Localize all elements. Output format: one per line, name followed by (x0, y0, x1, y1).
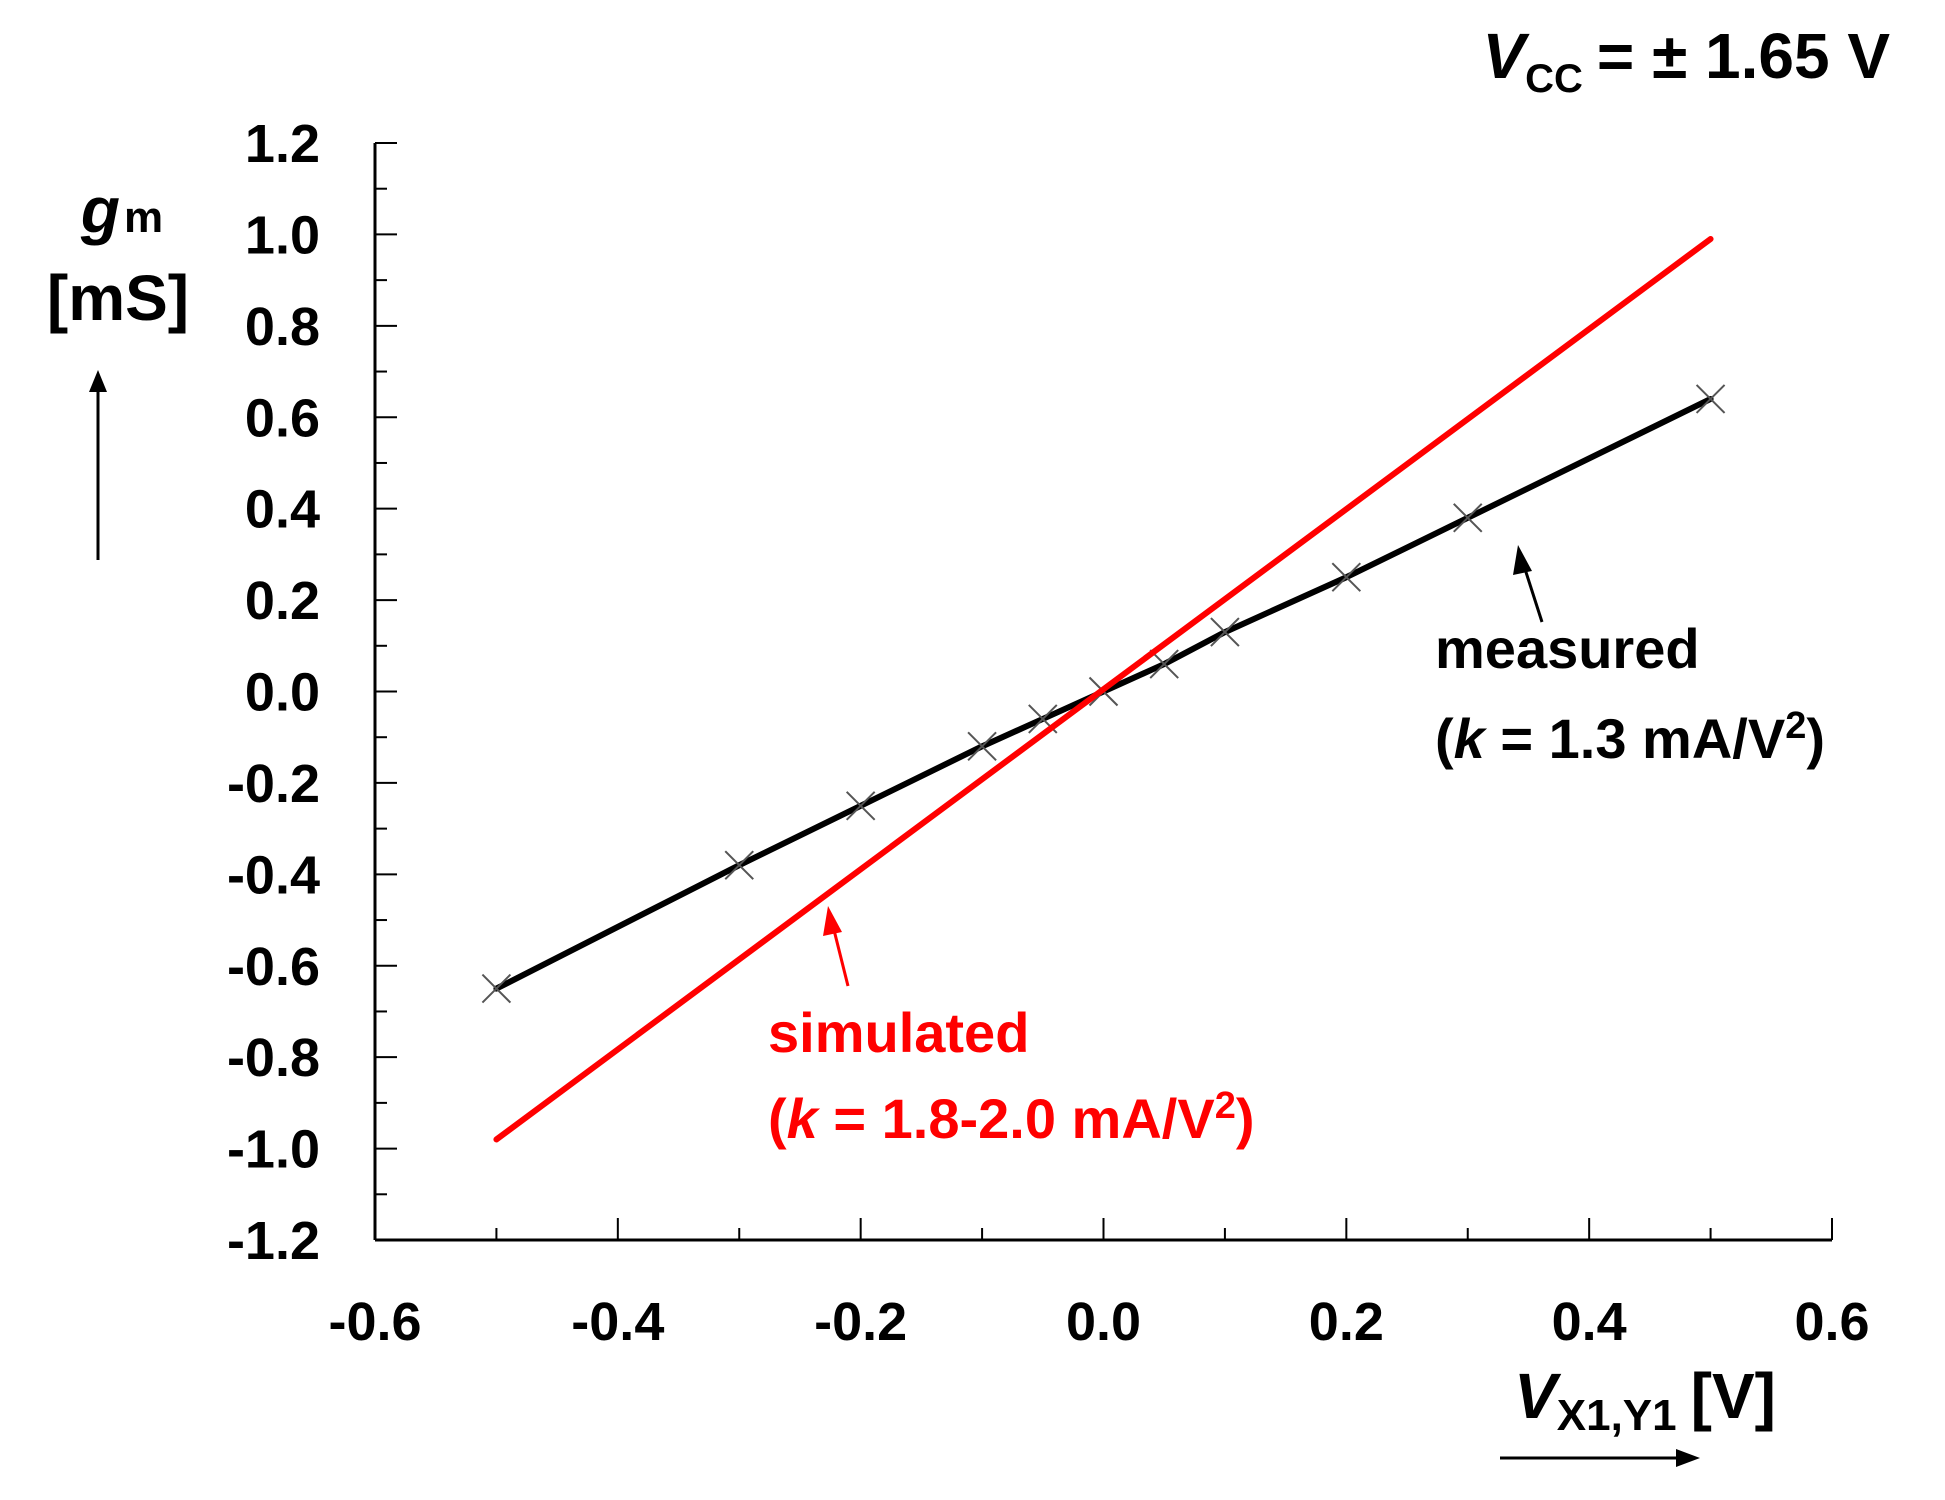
y-axis-unit: [mS] (47, 262, 189, 334)
y-tick-label: -0.2 (227, 754, 320, 814)
x-tick-label: -0.6 (328, 1292, 421, 1352)
x-tick-label: -0.4 (571, 1292, 664, 1352)
measured-point (1331, 562, 1362, 592)
point-x-stroke (1210, 617, 1240, 647)
ylabel-sub: m (124, 193, 163, 242)
measured-point (1453, 503, 1483, 533)
y-tick-label: -0.4 (227, 845, 320, 905)
measured-annotation: measured (k = 1.3 mA/V2) (1435, 545, 1825, 770)
title-main: V (1482, 20, 1530, 92)
measured-pointer-head (1513, 545, 1532, 575)
simulated-line (493, 235, 1714, 1143)
measured-line (493, 395, 1714, 992)
measured-point (1210, 617, 1240, 647)
y-tick-label: -0.8 (227, 1028, 320, 1088)
measured-point (724, 850, 754, 880)
x-tick-label: 0.2 (1309, 1292, 1384, 1352)
y-tick-label: 0.0 (245, 663, 320, 723)
y-tick-label: 1.2 (245, 114, 320, 174)
series-group (481, 235, 1726, 1143)
y-tick-label: -1.2 (227, 1211, 320, 1271)
y-ticks: 1.2 1.0 0.8 0.6 0.4 0.2 0.0 -0.2 -0.4 -0.6 -0.8 -1.… (227, 114, 397, 1271)
simulated-k-label: (k = 1.8-2.0 mA/V2) (768, 1085, 1254, 1150)
xlabel-main: V (1514, 1360, 1562, 1432)
point-x-stroke (481, 973, 512, 1004)
point-x-stroke (724, 850, 754, 880)
y-tick-label: 0.4 (245, 480, 320, 540)
y-tick-label: -1.0 (227, 1120, 320, 1180)
y-axis-arrow (89, 370, 107, 560)
measured-point (481, 973, 512, 1004)
y-tick-label: 0.8 (245, 297, 320, 357)
chart-title: VCC = ± 1.65 V (1482, 20, 1890, 101)
measured-label: measured (1435, 617, 1700, 680)
point-x-stroke (1028, 704, 1058, 734)
x-tick-label: 0.0 (1066, 1292, 1141, 1352)
point-x-stroke (1453, 503, 1483, 533)
simulated-annotation: simulated (k = 1.8-2.0 mA/V2) (768, 906, 1254, 1150)
measured-k-label: (k = 1.3 mA/V2) (1435, 705, 1825, 770)
y-tick-label: 1.0 (245, 205, 320, 265)
title-rest: = ± 1.65 V (1597, 20, 1890, 92)
measured-pointer-line (1522, 565, 1544, 623)
point-x-stroke (1149, 649, 1179, 679)
simulated-pointer-head (823, 906, 842, 936)
point-x-stroke (1331, 562, 1362, 592)
point-x-stroke (1695, 384, 1726, 414)
xlabel-sub: X1,Y1 (1557, 1391, 1677, 1440)
x-axis-arrow (1500, 1449, 1700, 1467)
y-axis-label: gm (80, 174, 163, 246)
measured-point (1695, 384, 1726, 414)
measured-point (967, 731, 997, 762)
point-x-stroke (845, 791, 876, 821)
title-sub: CC (1525, 57, 1583, 101)
y-tick-label: -0.6 (227, 937, 320, 997)
series-simulated (493, 235, 1714, 1143)
point-x-stroke (967, 731, 997, 762)
ylabel-main: g (80, 174, 120, 246)
xlabel-rest: [V] (1691, 1360, 1776, 1432)
simulated-label: simulated (768, 1001, 1029, 1064)
x-ticks: -0.6 -0.4 -0.2 0.0 0.2 0.4 0.6 (328, 1218, 1870, 1352)
y-tick-label: 0.2 (245, 571, 320, 631)
x-tick-label: -0.2 (814, 1292, 907, 1352)
x-axis-label: VX1,Y1 [V] (1514, 1360, 1776, 1440)
y-tick-label: 0.6 (245, 388, 320, 448)
x-tick-label: 0.4 (1552, 1292, 1627, 1352)
measured-point (845, 791, 876, 821)
series-measured (481, 384, 1726, 1004)
simulated-pointer-line (832, 929, 850, 987)
x-tick-label: 0.6 (1794, 1292, 1869, 1352)
